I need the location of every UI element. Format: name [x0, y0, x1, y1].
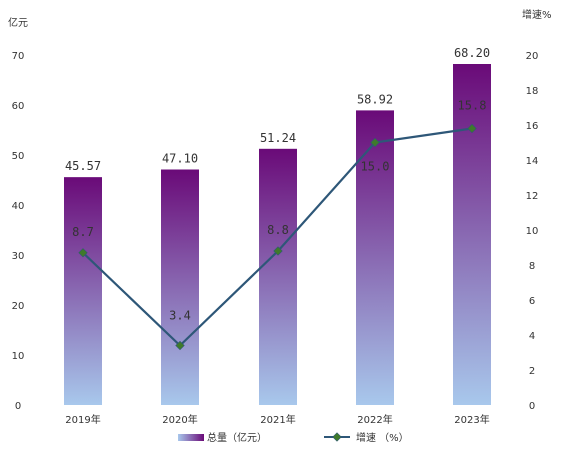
line-point — [175, 340, 185, 351]
line-point — [78, 248, 88, 258]
line-value-label: 3.4 — [169, 309, 191, 323]
line-value-label: 15.0 — [361, 160, 390, 174]
left-tick-label: 20 — [12, 301, 25, 312]
left-tick-label: 30 — [12, 251, 25, 262]
legend-bar-label: 总量（亿元） — [207, 431, 267, 444]
right-tick-label: 18 — [526, 86, 539, 97]
left-axis-unit: 亿元 — [8, 16, 28, 29]
bar-value-label: 47.10 — [162, 152, 198, 166]
bar — [161, 169, 199, 405]
legend: 总量（亿元） 增速 （%） — [178, 431, 409, 444]
legend-line-label: 增速 （%） — [356, 431, 409, 444]
right-tick-label: 20 — [526, 51, 539, 62]
left-tick-label: 60 — [12, 101, 25, 112]
category-label: 2020年 — [162, 413, 197, 426]
legend-bar-swatch — [178, 434, 204, 441]
right-tick-label: 4 — [529, 331, 535, 342]
right-axis-ticks: 0 2 4 6 8 10 12 14 16 18 20 — [526, 51, 539, 412]
left-tick-label: 40 — [12, 201, 25, 212]
right-tick-label: 2 — [529, 366, 535, 377]
line-point — [370, 137, 380, 148]
line-series — [78, 123, 477, 351]
left-tick-label: 70 — [12, 51, 25, 62]
right-tick-label: 10 — [526, 226, 539, 237]
line-point — [273, 246, 283, 256]
left-tick-label: 0 — [15, 401, 21, 412]
bar — [259, 148, 297, 406]
right-tick-label: 6 — [529, 296, 535, 307]
line-value-label: 15.8 — [458, 99, 487, 113]
left-axis-ticks: 0 10 20 30 40 50 60 70 — [12, 51, 25, 412]
left-tick-label: 10 — [12, 351, 25, 362]
bar-series — [64, 64, 491, 406]
line-point — [467, 123, 477, 134]
bar-value-label: 45.57 — [65, 159, 101, 173]
right-tick-label: 14 — [526, 156, 539, 167]
bar-value-label: 58.92 — [357, 92, 393, 106]
bar — [356, 110, 394, 406]
bar — [64, 177, 102, 405]
right-axis-unit: 增速% — [522, 8, 552, 21]
right-tick-label: 12 — [526, 191, 539, 202]
bar — [453, 64, 491, 405]
category-label: 2019年 — [65, 413, 100, 426]
category-label: 2021年 — [260, 413, 295, 426]
line-value-labels: 8.7 3.4 8.8 15.0 15.8 — [72, 99, 486, 323]
bar-value-label: 68.20 — [454, 46, 490, 60]
category-label: 2023年 — [454, 413, 489, 426]
bar-value-label: 51.24 — [260, 131, 296, 145]
category-labels: 2019年 2020年 2021年 2022年 2023年 — [65, 413, 489, 426]
right-tick-label: 8 — [529, 261, 535, 272]
legend-line-marker — [332, 432, 342, 442]
line-value-label: 8.8 — [267, 223, 289, 237]
category-label: 2022年 — [357, 413, 392, 426]
right-tick-label: 0 — [529, 401, 535, 412]
line-value-label: 8.7 — [72, 225, 94, 239]
bar-value-labels: 45.57 47.10 51.24 58.92 68.20 — [65, 46, 490, 173]
right-tick-label: 16 — [526, 121, 539, 132]
left-tick-label: 50 — [12, 151, 25, 162]
